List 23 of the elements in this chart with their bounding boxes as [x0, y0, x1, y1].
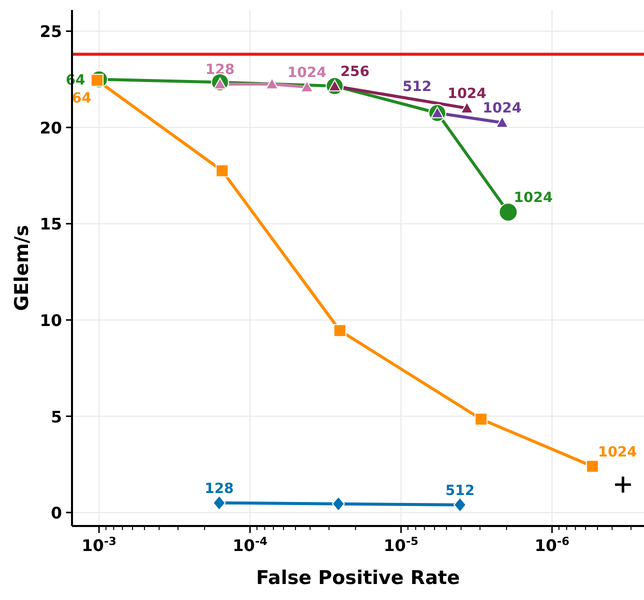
y-tick-label: 15 — [40, 214, 62, 234]
x-axis-title: False Positive Rate — [256, 567, 460, 589]
y-tick-label: 20 — [40, 118, 62, 138]
y-tick-label: 0 — [50, 504, 62, 523]
annotation: 64 — [72, 90, 92, 106]
x-tick-label: 10$^{-6}$ — [534, 534, 570, 555]
y-tick-label: 5 — [50, 407, 62, 426]
annotation: 1024 — [482, 100, 522, 117]
y-axis-title: GElem/s — [11, 224, 33, 312]
x-tick-label: 10$^{-3}$ — [82, 534, 116, 555]
annotation: 512 — [402, 79, 432, 96]
annotation: 128 — [204, 480, 234, 497]
annotation: 512 — [445, 482, 475, 499]
annotation: 1024 — [598, 444, 638, 460]
y-tick-label: 10 — [40, 310, 62, 330]
annotation: 1024 — [514, 190, 553, 206]
x-tick-label: 10$^{-4}$ — [232, 534, 268, 555]
annotation: 256 — [340, 64, 370, 80]
annotation: 128 — [205, 62, 235, 78]
annotation: 1024 — [287, 65, 327, 82]
y-tick-label: 25 — [40, 22, 62, 42]
annotation: 1024 — [447, 86, 487, 102]
x-tick-label: 10$^{-5}$ — [384, 534, 418, 555]
